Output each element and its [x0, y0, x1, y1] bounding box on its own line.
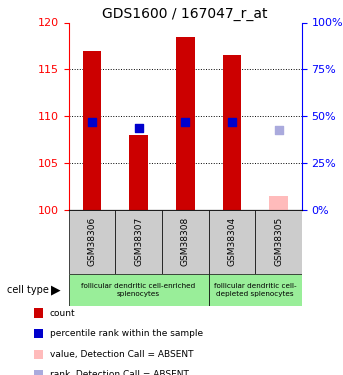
Text: value, Detection Call = ABSENT: value, Detection Call = ABSENT [50, 350, 193, 359]
Bar [209, 274, 302, 306]
Bar [83, 51, 101, 210]
Title: GDS1600 / 167047_r_at: GDS1600 / 167047_r_at [103, 8, 268, 21]
Point [89, 119, 95, 125]
Point [276, 128, 281, 134]
Text: count: count [50, 309, 75, 318]
Text: GSM38307: GSM38307 [134, 217, 143, 267]
Bar [223, 56, 241, 210]
Text: GSM38304: GSM38304 [227, 217, 236, 266]
Text: percentile rank within the sample: percentile rank within the sample [50, 329, 203, 338]
Bar [162, 210, 209, 274]
Bar [69, 274, 209, 306]
Text: cell type: cell type [7, 285, 49, 295]
Point [229, 119, 235, 125]
Text: follicular dendritic cell-
depleted splenocytes: follicular dendritic cell- depleted sple… [214, 283, 296, 297]
Text: follicular dendritic cell-enriched
splenocytes: follicular dendritic cell-enriched splen… [81, 283, 196, 297]
Bar [255, 210, 302, 274]
Point [182, 119, 188, 125]
Bar [115, 210, 162, 274]
Point [136, 125, 141, 132]
Text: GSM38305: GSM38305 [274, 217, 283, 267]
Bar [69, 210, 115, 274]
Text: GSM38306: GSM38306 [87, 217, 96, 267]
Bar [176, 37, 194, 210]
Text: GSM38308: GSM38308 [181, 217, 190, 267]
Bar [129, 135, 148, 210]
Bar [269, 196, 288, 210]
Bar [209, 210, 255, 274]
Text: ▶: ▶ [51, 283, 61, 296]
Text: rank, Detection Call = ABSENT: rank, Detection Call = ABSENT [50, 370, 189, 375]
